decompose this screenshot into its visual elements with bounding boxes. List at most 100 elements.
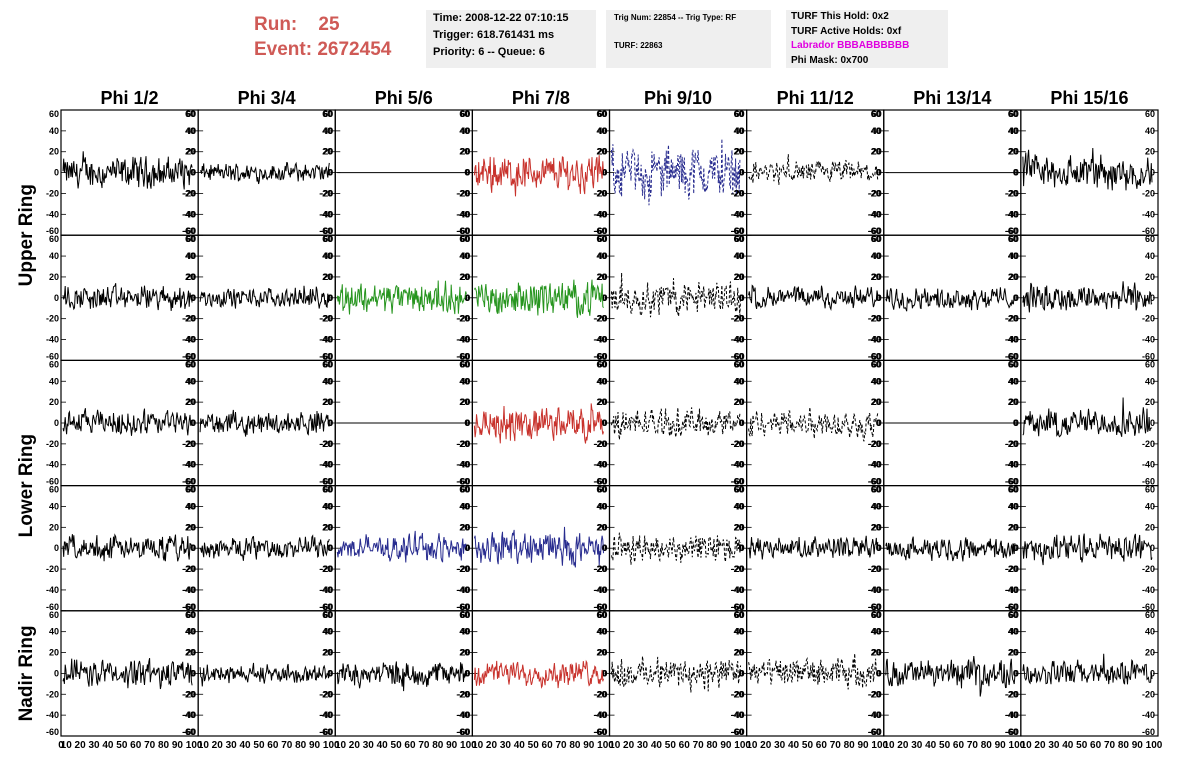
y-tick-label: -60 <box>593 727 606 737</box>
y-tick-label: 40 <box>872 376 882 386</box>
phi-mask-text: Phi Mask: 0x700 <box>791 54 869 66</box>
y-tick-label: -20 <box>183 439 196 449</box>
y-tick-label: 60 <box>871 359 881 369</box>
y-tick-label: -20 <box>1006 564 1019 574</box>
y-tick-label: -20 <box>320 564 333 574</box>
y-tick-label: 20 <box>1145 272 1155 282</box>
y-tick-label: 60 <box>734 485 744 495</box>
y-tick-label: 0 <box>465 543 470 553</box>
waveform-trace <box>885 655 1016 697</box>
y-tick-label: -60 <box>1142 727 1155 737</box>
y-tick-label: 0 <box>602 168 607 178</box>
y-tick-label: -40 <box>183 460 196 470</box>
y-tick-label: 40 <box>1009 501 1019 511</box>
y-tick-label: -60 <box>1006 477 1019 487</box>
y-tick-label: 60 <box>49 109 59 119</box>
y-tick-label: -40 <box>869 460 882 470</box>
y-tick-label: 20 <box>322 147 332 157</box>
y-tick-label: 0 <box>327 168 332 178</box>
trig-info-box: Trig Num: 22854 -- Trig Type: RF TURF: 2… <box>606 10 771 68</box>
y-tick-label: -20 <box>320 188 333 198</box>
y-tick-label: 40 <box>734 627 744 637</box>
y-tick-label: -20 <box>1142 188 1155 198</box>
y-tick-label: -20 <box>731 689 744 699</box>
y-tick-label: 60 <box>597 485 607 495</box>
y-tick-label: 20 <box>49 522 59 532</box>
waveform-trace <box>199 409 330 437</box>
y-tick-label: 20 <box>1145 397 1155 407</box>
y-tick-label: -40 <box>1142 710 1155 720</box>
y-tick-label: 0 <box>191 293 196 303</box>
y-tick-label: -40 <box>868 585 881 595</box>
y-tick-label: 40 <box>49 126 59 136</box>
y-tick-label: 60 <box>1009 610 1019 620</box>
y-tick-label: 60 <box>596 485 606 495</box>
y-tick-label: 0 <box>739 668 744 678</box>
y-tick-label: 0 <box>191 418 196 428</box>
y-tick-label: 0 <box>1150 543 1155 553</box>
y-tick-label: 20 <box>459 397 469 407</box>
y-tick-label: 60 <box>734 610 744 620</box>
y-tick-label: -60 <box>731 351 744 361</box>
waveform-trace <box>199 534 330 561</box>
y-tick-label: -60 <box>732 602 745 612</box>
y-tick-label: 20 <box>459 648 469 658</box>
y-tick-label: 0 <box>54 668 59 678</box>
x-tick-label: 10 20 30 40 50 60 70 80 90 100 <box>883 740 1025 751</box>
y-tick-label: -40 <box>594 460 607 470</box>
column-header: Phi 9/10 <box>644 88 712 108</box>
y-tick-label: 0 <box>740 418 745 428</box>
y-tick-label: 60 <box>459 610 469 620</box>
y-tick-label: 40 <box>1008 627 1018 637</box>
waveform-trace <box>62 283 193 311</box>
waveform-trace <box>611 532 742 565</box>
y-tick-label: 60 <box>1009 359 1019 369</box>
y-tick-label: 40 <box>734 126 744 136</box>
y-tick-label: 40 <box>186 251 196 261</box>
y-tick-label: 60 <box>872 109 882 119</box>
y-tick-label: 20 <box>185 147 195 157</box>
y-tick-label: 40 <box>596 501 606 511</box>
y-tick-label: -20 <box>456 314 469 324</box>
y-tick-label: 20 <box>185 648 195 658</box>
y-tick-label: 60 <box>323 359 333 369</box>
y-tick-label: 60 <box>322 234 332 244</box>
y-tick-label: -40 <box>1005 335 1018 345</box>
y-tick-label: 20 <box>735 648 745 658</box>
y-tick-label: 60 <box>1008 109 1018 119</box>
y-tick-label: 60 <box>735 234 745 244</box>
y-tick-label: -20 <box>319 564 332 574</box>
y-tick-label: 40 <box>185 376 195 386</box>
y-tick-label: 0 <box>739 543 744 553</box>
turf-info-box: TURF This Hold: 0x2 TURF Active Holds: 0… <box>786 10 948 68</box>
waveform-trace <box>336 661 467 692</box>
y-tick-label: -20 <box>319 439 332 449</box>
y-tick-label: 60 <box>734 234 744 244</box>
y-tick-label: -60 <box>456 727 469 737</box>
y-tick-label: -60 <box>868 602 881 612</box>
y-tick-label: 40 <box>597 376 607 386</box>
y-tick-label: 40 <box>49 627 59 637</box>
y-tick-label: -60 <box>594 226 607 236</box>
y-tick-label: 20 <box>186 147 196 157</box>
y-tick-label: -40 <box>319 335 332 345</box>
y-tick-label: -20 <box>46 439 59 449</box>
y-tick-label: -40 <box>1006 710 1019 720</box>
y-tick-label: -40 <box>1006 209 1019 219</box>
y-tick-label: -20 <box>731 564 744 574</box>
y-tick-label: 0 <box>739 293 744 303</box>
y-tick-label: 40 <box>871 126 881 136</box>
y-tick-label: 20 <box>49 397 59 407</box>
y-tick-label: -60 <box>1142 477 1155 487</box>
run-value: 25 <box>318 14 340 35</box>
y-tick-label: 60 <box>460 234 470 244</box>
y-tick-label: 20 <box>185 522 195 532</box>
y-tick-label: 60 <box>459 234 469 244</box>
y-tick-label: 40 <box>322 627 332 637</box>
y-tick-label: 0 <box>1014 543 1019 553</box>
y-tick-label: -60 <box>182 602 195 612</box>
waveform-trace <box>748 407 879 442</box>
y-tick-label: 40 <box>323 627 333 637</box>
y-tick-label: 0 <box>601 668 606 678</box>
